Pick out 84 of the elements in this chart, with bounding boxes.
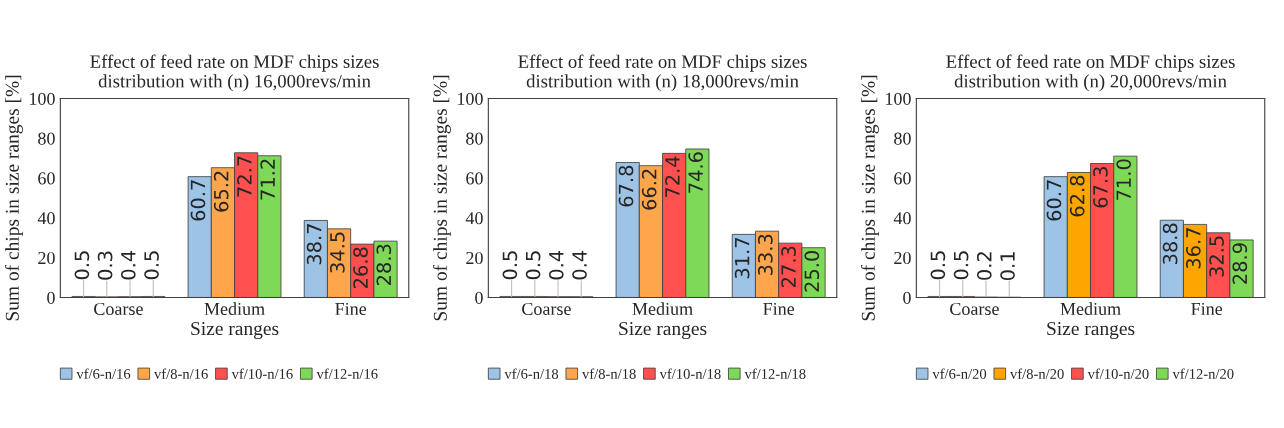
- x-axis-title: Size ranges: [1047, 322, 1135, 340]
- data-label: 26.8: [353, 247, 368, 288]
- data-label: 31.7: [734, 238, 750, 279]
- legend-label: vf/6-n/16: [76, 368, 131, 379]
- data-label: 0.2: [976, 252, 992, 280]
- legend-label: vf/10-n/18: [659, 368, 721, 379]
- data-label: 0.5: [74, 251, 90, 280]
- data-label: 0.3: [97, 251, 113, 280]
- y-tick-label: 20: [466, 251, 483, 265]
- x-tick-label: Medium: [1060, 302, 1121, 316]
- y-tick-label: 60: [466, 172, 483, 185]
- data-label: 71.0: [1116, 159, 1132, 200]
- data-label: 60.7: [190, 180, 206, 221]
- legend-label: vf/12-n/18: [744, 368, 806, 379]
- y-axis-title: Sum of chips in size ranges [%]: [432, 75, 451, 321]
- data-label: 34.5: [330, 232, 345, 273]
- y-tick-label: 40: [893, 212, 911, 225]
- y-tick-label: 40: [37, 212, 55, 225]
- y-axis-title: Sum of chips in size ranges [%]: [860, 75, 879, 321]
- legend-label: vf/8-n/20: [1010, 368, 1064, 379]
- x-tick-label: Fine: [335, 302, 367, 316]
- data-label: 74.6: [688, 152, 704, 193]
- x-tick-label: Coarse: [522, 302, 571, 316]
- data-label: 33.3: [758, 234, 773, 275]
- legend-label: vf/6-n/20: [932, 368, 987, 379]
- x-axis-title: Size ranges: [191, 322, 279, 340]
- y-tick-label: 0: [47, 291, 55, 304]
- legend-label: vf/10-n/16: [231, 368, 293, 379]
- data-label: 0.5: [930, 251, 946, 280]
- data-label: 27.3: [781, 246, 796, 287]
- data-label: 38.8: [1162, 223, 1178, 265]
- chart-title: Effect of feed rate on MDF chips sizes distribution with (n) 16,000revs/min: [90, 54, 379, 92]
- y-tick-label: 40: [465, 212, 483, 225]
- data-label: 0.5: [144, 251, 159, 280]
- x-tick-label: Medium: [632, 302, 693, 316]
- data-label: 65.2: [213, 171, 229, 212]
- y-tick-label: 80: [38, 132, 55, 145]
- legend-label: vf/6-n/18: [504, 368, 559, 379]
- y-tick-label: 60: [894, 172, 911, 185]
- y-tick-label: 100: [29, 92, 55, 105]
- x-tick-label: Coarse: [950, 302, 999, 316]
- y-tick-label: 20: [38, 251, 55, 265]
- data-label: 71.2: [260, 159, 275, 200]
- legend-label: vf/8-n/18: [582, 368, 636, 379]
- legend-label: vf/12-n/20: [1172, 368, 1234, 379]
- y-tick-label: 0: [903, 291, 911, 304]
- data-label: 0.4: [548, 250, 564, 280]
- data-label: 0.4: [120, 250, 136, 280]
- data-label: 36.7: [1186, 228, 1201, 269]
- x-tick-label: Fine: [1191, 302, 1223, 316]
- data-label: 0.5: [525, 251, 541, 280]
- y-tick-label: 80: [466, 132, 483, 145]
- data-label: 32.5: [1209, 236, 1224, 277]
- x-tick-label: Coarse: [94, 302, 143, 316]
- data-label: 67.3: [1093, 167, 1108, 208]
- y-tick-label: 100: [457, 92, 483, 105]
- data-label: 72.4: [665, 156, 680, 198]
- data-label: 0.1: [1000, 252, 1015, 281]
- y-tick-label: 100: [885, 92, 911, 105]
- x-tick-label: Fine: [763, 302, 795, 316]
- y-tick-label: 20: [894, 251, 911, 265]
- chart-title: Effect of feed rate on MDF chips sizes distribution with (n) 18,000revs/min: [518, 54, 807, 92]
- y-tick-label: 80: [894, 132, 911, 145]
- data-label: 60.7: [1046, 180, 1062, 221]
- data-label: 66.2: [641, 169, 657, 210]
- data-label: 62.8: [1069, 175, 1085, 217]
- legend-label: vf/12-n/16: [316, 368, 378, 379]
- data-label: 28.9: [1232, 243, 1248, 284]
- data-label: 0.4: [572, 250, 587, 280]
- data-label: 0.5: [502, 251, 518, 280]
- legend-label: vf/10-n/20: [1087, 368, 1149, 379]
- y-axis-title: Sum of chips in size ranges [%]: [4, 75, 23, 321]
- x-tick-label: Medium: [204, 302, 265, 316]
- data-label: 67.8: [618, 165, 634, 207]
- y-tick-label: 0: [475, 291, 483, 304]
- data-label: 0.5: [953, 251, 969, 280]
- chart-title: Effect of feed rate on MDF chips sizes distribution with (n) 20,000revs/min: [946, 54, 1235, 92]
- data-label: 25.0: [804, 250, 820, 292]
- y-tick-label: 60: [38, 172, 55, 185]
- legend-label: vf/8-n/16: [154, 368, 208, 379]
- x-axis-title: Size ranges: [619, 322, 707, 340]
- data-label: 72.7: [237, 156, 252, 197]
- data-label: 38.7: [306, 224, 322, 265]
- data-label: 28.3: [376, 244, 392, 285]
